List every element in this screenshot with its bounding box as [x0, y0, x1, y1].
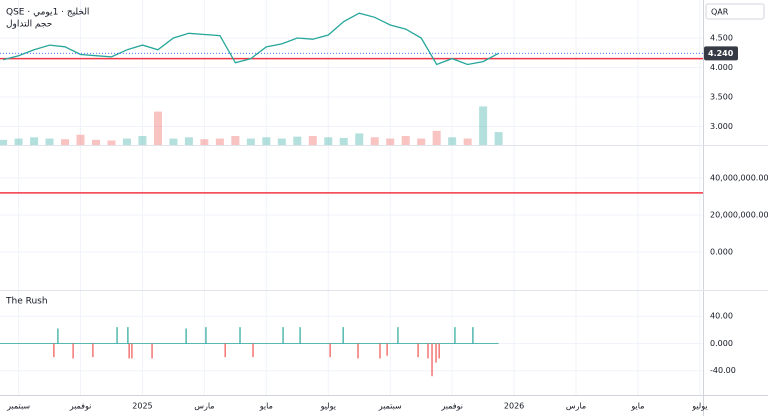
last-price-box: [704, 46, 738, 61]
volume-bar: [0, 139, 8, 145]
x-tick-label: نوفمبر: [440, 402, 463, 411]
volume-bar: [494, 132, 503, 145]
volume-bar: [61, 139, 70, 145]
y-tick-label: 4.500: [710, 33, 733, 42]
volume-bar: [200, 139, 209, 145]
plot: [0, 12, 703, 377]
y-tick-label: 0.000: [710, 339, 733, 348]
y-tick-label: 20,000,000.00: [710, 211, 768, 220]
volume-bar: [138, 136, 147, 145]
volume-bar: [107, 140, 116, 145]
last-price-label: 4.240: [708, 49, 734, 58]
volume-bar: [14, 138, 23, 145]
x-tick-label: مايو: [630, 402, 644, 411]
x-tick-label: 2026: [504, 402, 524, 411]
volume-bar: [153, 111, 162, 145]
x-tick-label: سبتمبر: [6, 402, 30, 411]
volume-bar: [479, 106, 488, 145]
price-line: [2, 12, 499, 66]
volume-bar: [448, 137, 457, 145]
volume-bar: [184, 137, 193, 145]
x-tick-label: مايو: [259, 402, 273, 411]
volume-bar: [463, 138, 472, 145]
volume-bar: [45, 138, 54, 145]
volume-bar: [277, 138, 286, 145]
y-tick-label: 4.000: [710, 63, 733, 72]
volume-bar: [262, 137, 271, 145]
indicator-title: The Rush: [5, 297, 48, 307]
volume-bar: [231, 136, 240, 145]
currency[interactable]: QAR: [711, 8, 729, 17]
volume-bar: [92, 139, 101, 145]
volume-bar: [370, 137, 379, 145]
y-tick-label: 3.500: [710, 92, 733, 101]
x-tick-label: مارس: [566, 402, 586, 411]
x-tick-label: نوفمبر: [69, 402, 92, 411]
grid: [0, 0, 703, 395]
y-tick-label: 40.00: [710, 312, 733, 321]
x-tick-label: مارس: [194, 402, 214, 411]
symbol-title: QSE · الخليج · 1يومي: [6, 8, 89, 18]
volume-bar: [246, 138, 255, 145]
volume-bar: [293, 136, 302, 145]
x-tick-label: سبتمبر: [378, 402, 402, 411]
x-tick-label: يوليو: [691, 402, 707, 411]
y-tick-label: -40.00: [710, 366, 736, 375]
volume-bar: [122, 138, 131, 145]
y-tick-label: 40,000,000.00: [710, 174, 768, 183]
currency-box[interactable]: [705, 3, 765, 20]
volume-bar: [308, 136, 317, 145]
volume-bar: [30, 137, 39, 145]
volume-bar: [76, 134, 85, 145]
volume-bar: [401, 136, 410, 145]
volume-bar: [417, 138, 426, 145]
x-tick-label: 2025: [132, 402, 152, 411]
volume-bar: [169, 138, 178, 145]
volume-bar: [324, 137, 333, 145]
volume-title: حجم التداول: [6, 20, 52, 30]
volume-bar: [432, 130, 441, 145]
y-tick-label: 0.000: [710, 248, 733, 257]
volume-bar: [355, 133, 364, 145]
x-tick-label: يوليو: [320, 402, 336, 411]
volume-bar: [215, 138, 224, 145]
volume-bar: [386, 138, 395, 145]
volume-bar: [339, 137, 348, 145]
y-tick-label: 3.000: [710, 122, 733, 131]
